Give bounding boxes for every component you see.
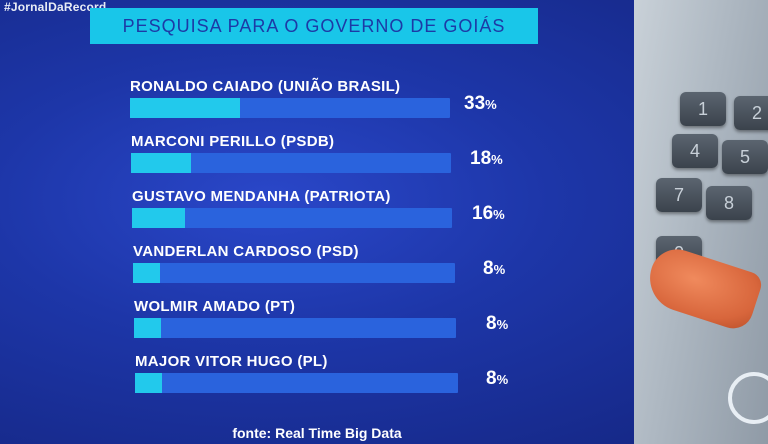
bar: [131, 153, 191, 173]
data-label-unit: %: [491, 152, 503, 167]
bar: [130, 98, 240, 118]
keypad-key: 2: [734, 96, 768, 130]
chart-title-bar: PESQUISA PARA O GOVERNO DE GOIÁS: [90, 8, 538, 44]
data-label: 33%: [464, 93, 497, 115]
data-label-unit: %: [485, 97, 497, 112]
voting-machine-background: 1 2 4 5 7 8 0: [634, 0, 768, 444]
category-label: WOLMIR AMADO (PT): [134, 298, 296, 315]
bar-track: [133, 263, 455, 283]
bar-track: [131, 153, 451, 173]
bar-track: [135, 373, 458, 393]
category-label: VANDERLAN CARDOSO (PSD): [133, 243, 359, 260]
data-label: 18%: [470, 148, 503, 170]
data-label-value: 16: [472, 203, 494, 224]
bar-track: [134, 318, 456, 338]
record-logo-icon: [728, 372, 768, 424]
keypad-key: 4: [672, 134, 718, 168]
bar-track: [132, 208, 452, 228]
data-label-value: 33: [464, 93, 486, 114]
data-label-value: 8: [486, 313, 497, 334]
data-label: 16%: [472, 203, 505, 225]
bar-track: [130, 98, 450, 118]
bar: [135, 373, 162, 393]
data-label-value: 8: [483, 258, 494, 279]
keypad-key: 8: [706, 186, 752, 220]
data-label: 8%: [486, 368, 508, 390]
data-label-unit: %: [493, 207, 505, 222]
bar: [133, 263, 160, 283]
keypad-key: 7: [656, 178, 702, 212]
category-label: MAJOR VITOR HUGO (PL): [135, 353, 328, 370]
data-label-value: 8: [486, 368, 497, 389]
data-label-value: 18: [470, 148, 492, 169]
bar: [134, 318, 161, 338]
bar: [132, 208, 185, 228]
source-caption: fonte: Real Time Big Data: [232, 425, 402, 441]
category-label: GUSTAVO MENDANHA (PATRIOTA): [132, 188, 391, 205]
category-label: MARCONI PERILLO (PSDB): [131, 133, 335, 150]
chart-title: PESQUISA PARA O GOVERNO DE GOIÁS: [122, 15, 506, 36]
keypad-key: 1: [680, 92, 726, 126]
data-label-unit: %: [496, 372, 509, 387]
data-label-unit: %: [496, 317, 509, 332]
data-label-unit: %: [493, 262, 506, 277]
data-label: 8%: [486, 313, 508, 335]
hashtag-label: #JornalDaRecord: [4, 0, 107, 14]
data-label: 8%: [483, 258, 505, 280]
category-label: RONALDO CAIADO (UNIÃO BRASIL): [130, 78, 401, 95]
keypad-key: 5: [722, 140, 768, 174]
